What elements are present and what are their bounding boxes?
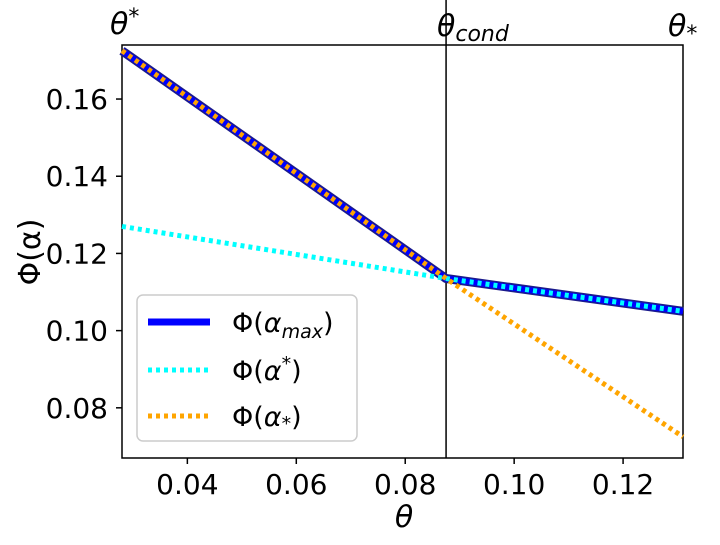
x-axis-label: θ <box>395 500 413 535</box>
plot-layer: 0.04 0.06 0.08 0.10 0.12 0.08 0.10 0.12 0.14 0.16 <box>46 0 685 501</box>
x-tick-label-2: 0.08 <box>374 468 436 501</box>
top-label-theta-lower-star: θ* <box>668 9 697 47</box>
y-tick-label-2: 0.12 <box>46 237 108 270</box>
series-alpha-lower-star-line <box>120 48 685 439</box>
series-alpha-max-outline <box>119 47 684 316</box>
x-tick-label-0: 0.04 <box>156 468 218 501</box>
legend: Φ(αmax) Φ(α*) Φ(α*) <box>136 294 358 442</box>
x-tick-label-1: 0.06 <box>265 468 327 501</box>
legend-label-alpha-upper-star: Φ(α*) <box>232 353 302 387</box>
y-tick-label-3: 0.14 <box>46 160 108 193</box>
y-tick-label-4: 0.16 <box>46 83 108 116</box>
legend-box <box>136 294 358 442</box>
plot-frame <box>121 44 684 459</box>
x-tick-label-3: 0.10 <box>483 468 545 501</box>
series-alpha-max-line <box>120 48 684 315</box>
x-tick-label-4: 0.12 <box>592 468 654 501</box>
top-label-theta-upper-star: θ* <box>110 5 139 42</box>
series-alpha-upper-star-line <box>121 223 684 314</box>
legend-label-alpha-lower-star: Φ(α*) <box>232 402 302 435</box>
top-label-theta-cond: θcond <box>437 9 510 47</box>
y-tick-label-1: 0.10 <box>46 315 108 348</box>
y-tick-label-0: 0.08 <box>46 392 108 425</box>
y-axis-label: Φ(α) <box>13 219 48 286</box>
